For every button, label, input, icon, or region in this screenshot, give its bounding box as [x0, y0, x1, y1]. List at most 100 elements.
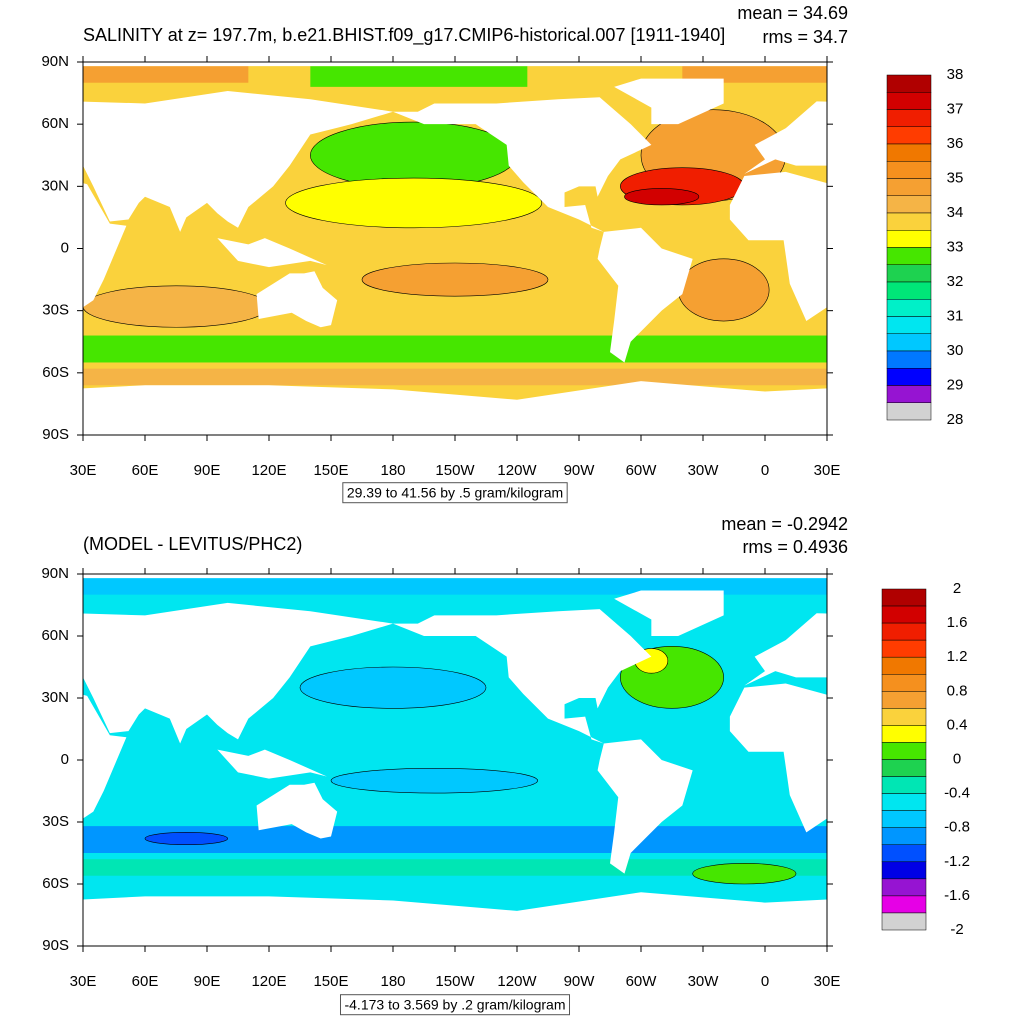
colorbar-label: -0.8 [944, 819, 970, 836]
land [217, 749, 327, 779]
colorbar-label: -1.6 [944, 887, 970, 904]
colorbar-box [886, 385, 932, 403]
field-patch [83, 826, 393, 853]
colorbar-label: 34 [947, 204, 964, 221]
x-tick-label: 90W [564, 462, 596, 479]
field-patch [285, 177, 543, 229]
colorbar-label: 2 [953, 580, 961, 597]
y-tick-label: 30N [41, 689, 69, 706]
panel-stat: mean = 34.69 [737, 3, 848, 23]
colorbar-box [881, 861, 927, 880]
x-tick-label: 150E [313, 462, 348, 479]
field-patch [677, 258, 770, 322]
colorbar-box [881, 793, 927, 811]
colorbar-box [881, 639, 927, 658]
colorbar-box [881, 622, 927, 641]
x-tick-label: 0 [761, 973, 769, 990]
colorbar-label: 37 [947, 100, 964, 117]
field-patch [144, 832, 228, 846]
field-patch [692, 863, 797, 885]
x-tick-label: 60E [132, 462, 159, 479]
footer-box [339, 994, 571, 1016]
field-patch [330, 767, 538, 794]
colorbar-label: -0.4 [944, 785, 970, 802]
x-tick-label: 120W [497, 973, 537, 990]
land [961, 750, 1024, 779]
x-tick-label: 90E [194, 973, 221, 990]
land [597, 227, 693, 363]
x-tick-label: 60E [132, 973, 159, 990]
colorbar-label: 28 [947, 411, 964, 428]
colorbar-box [881, 691, 927, 709]
map-field [0, 62, 1024, 435]
colorbar-label: 38 [947, 66, 964, 83]
colorbar-box [881, 605, 927, 624]
colorbar-label: 36 [947, 135, 964, 152]
y-tick-label: 30S [42, 813, 69, 830]
field-patch [310, 66, 528, 87]
colorbar-box [881, 844, 927, 863]
colorbar-box [886, 92, 932, 110]
field-patch [83, 285, 270, 328]
land [1001, 271, 1024, 327]
x-tick-label: 120E [251, 973, 286, 990]
panel-stat: rms = 0.4936 [742, 537, 848, 557]
map-field [83, 574, 1024, 946]
x-tick-label: 30W [688, 462, 720, 479]
y-tick-label: 90N [41, 53, 69, 70]
colorbar-box [881, 912, 927, 931]
x-tick-label: 150W [435, 973, 475, 990]
colorbar-box [881, 588, 927, 607]
colorbar-box [886, 178, 932, 196]
colorbar-box [886, 74, 932, 93]
y-tick-label: 90S [42, 426, 69, 443]
land [83, 694, 127, 819]
land [744, 101, 827, 174]
y-tick-label: 0 [61, 751, 69, 768]
colorbar-box [886, 281, 932, 300]
land [961, 238, 1024, 267]
land [83, 602, 393, 744]
x-tick-label: 30E [814, 462, 841, 479]
x-tick-label: 150W [435, 462, 475, 479]
y-tick-label: 90S [42, 937, 69, 954]
x-tick-label: 0 [761, 462, 769, 479]
panel-title: (MODEL - LEVITUS/PHC2) [83, 534, 302, 554]
x-tick-label: 120W [497, 462, 537, 479]
panel-stat: rms = 34.7 [762, 27, 848, 47]
x-tick-label: 60W [626, 973, 658, 990]
colorbar-label: 29 [947, 376, 964, 393]
colorbar-box [881, 725, 927, 743]
land [729, 171, 827, 322]
colorbar-box [886, 161, 932, 179]
colorbar-box [886, 368, 932, 386]
colorbar-box [881, 656, 927, 675]
colorbar-box [886, 230, 932, 248]
colorbar-label: 0 [953, 750, 961, 767]
land [83, 183, 127, 308]
field-patch [393, 335, 827, 363]
y-tick-label: 90N [41, 565, 69, 582]
colorbar-box [881, 708, 927, 726]
field-patch [83, 335, 393, 363]
colorbar-box [881, 776, 927, 794]
colorbar-label: 35 [947, 169, 964, 186]
footer-label: 29.39 to 41.56 by .5 gram/kilogram [347, 485, 563, 501]
colorbar-box [881, 895, 927, 914]
colorbar-box [881, 759, 927, 777]
land [744, 613, 827, 686]
colorbar-box [886, 402, 932, 421]
field-patch [0, 110, 42, 201]
x-tick-label: 150E [313, 973, 348, 990]
panel-title: SALINITY at z= 197.7m, b.e21.BHIST.f09_g… [83, 25, 725, 46]
land [393, 381, 827, 435]
x-tick-label: 30E [70, 973, 97, 990]
footer-box [342, 482, 568, 504]
x-tick-label: 120E [251, 462, 286, 479]
land [614, 78, 724, 125]
colorbar-box [886, 195, 932, 214]
colorbar-box [881, 878, 927, 897]
x-tick-label: 30E [70, 462, 97, 479]
y-tick-label: 30S [42, 302, 69, 319]
